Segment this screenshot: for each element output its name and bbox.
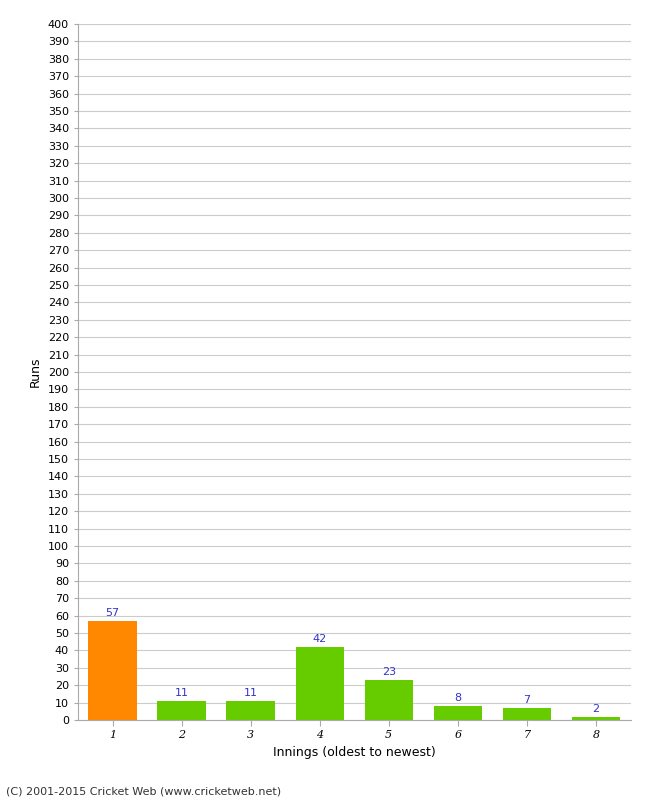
Bar <box>572 717 620 720</box>
Text: 42: 42 <box>313 634 327 644</box>
Text: (C) 2001-2015 Cricket Web (www.cricketweb.net): (C) 2001-2015 Cricket Web (www.cricketwe… <box>6 786 281 796</box>
Bar <box>434 706 482 720</box>
Bar <box>88 621 136 720</box>
Text: 57: 57 <box>105 608 120 618</box>
Bar <box>365 680 413 720</box>
Bar <box>157 701 206 720</box>
Bar <box>226 701 275 720</box>
Text: 7: 7 <box>523 695 530 706</box>
Text: 8: 8 <box>454 694 462 703</box>
X-axis label: Innings (oldest to newest): Innings (oldest to newest) <box>273 746 436 759</box>
Text: 11: 11 <box>244 688 257 698</box>
Y-axis label: Runs: Runs <box>29 357 42 387</box>
Text: 2: 2 <box>592 704 599 714</box>
Bar <box>502 708 551 720</box>
Text: 11: 11 <box>175 688 188 698</box>
Bar <box>296 647 344 720</box>
Text: 23: 23 <box>382 667 396 678</box>
